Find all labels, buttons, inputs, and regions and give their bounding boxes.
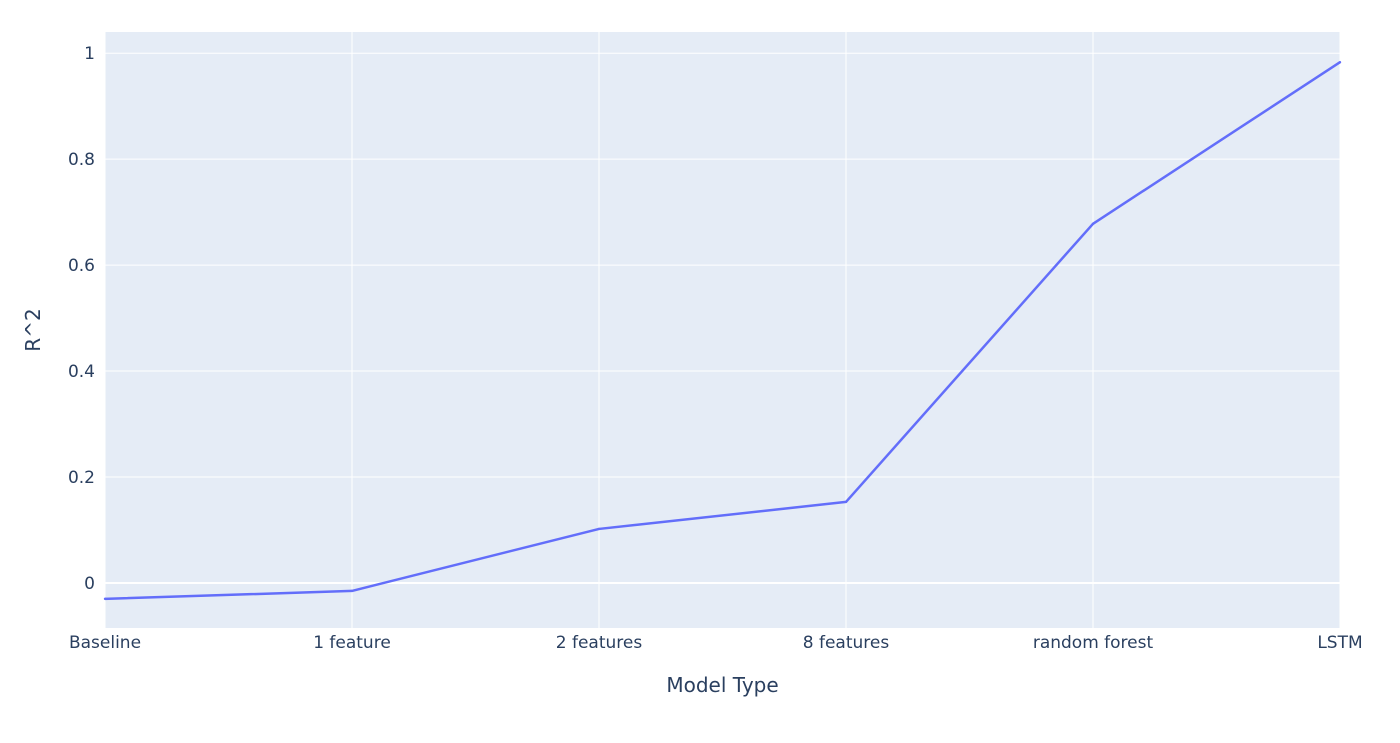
x-tick-label: 8 features [803, 633, 890, 653]
data-point [1091, 222, 1095, 225]
y-tick-label: 0 [84, 574, 95, 594]
x-tick-label: Baseline [69, 633, 141, 653]
data-point [844, 500, 848, 504]
y-axis-title: R^2 [21, 308, 45, 351]
y-tick-label: 0.2 [68, 468, 95, 488]
x-axis-title: Model Type [666, 673, 778, 697]
y-tick-label: 0.8 [68, 150, 95, 170]
x-tick-label: 2 features [556, 633, 643, 653]
y-tick-label: 0.6 [68, 256, 95, 276]
x-tick-label: random forest [1033, 633, 1154, 653]
tick-labels: Baseline 1 feature 2 features 8 features ran… [68, 44, 1363, 653]
series-line [104, 61, 1341, 601]
y-tick-label: 1 [84, 44, 95, 64]
series-layer [103, 60, 1342, 601]
data-point [350, 589, 354, 593]
plot-area [105, 32, 1340, 628]
grid-lines [104, 32, 1341, 628]
x-tick-label: LSTM [1317, 633, 1362, 653]
data-point [1338, 60, 1342, 64]
y-tick-label: 0.4 [68, 362, 95, 382]
data-point [103, 597, 107, 601]
x-tick-label: 1 feature [313, 633, 391, 653]
data-point [597, 527, 601, 531]
